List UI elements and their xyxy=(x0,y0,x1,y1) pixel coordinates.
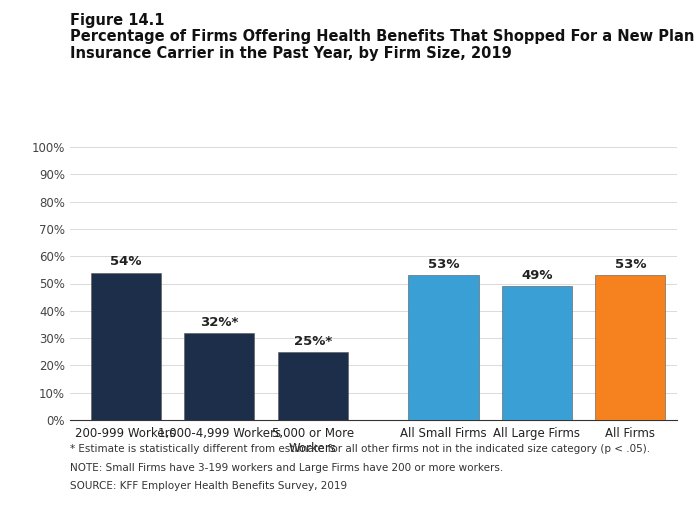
Bar xyxy=(408,275,479,420)
Bar xyxy=(278,352,348,420)
Text: 25%*: 25%* xyxy=(294,334,332,348)
Text: 49%: 49% xyxy=(521,269,553,282)
Text: 53%: 53% xyxy=(428,258,459,271)
Text: * Estimate is statistically different from estimate for all other firms not in t: * Estimate is statistically different fr… xyxy=(70,444,650,454)
Text: Figure 14.1: Figure 14.1 xyxy=(70,13,164,28)
Text: Percentage of Firms Offering Health Benefits That Shopped For a New Plan or Heal: Percentage of Firms Offering Health Bene… xyxy=(70,29,698,44)
Text: SOURCE: KFF Employer Health Benefits Survey, 2019: SOURCE: KFF Employer Health Benefits Sur… xyxy=(70,481,347,491)
Text: 53%: 53% xyxy=(615,258,646,271)
Text: NOTE: Small Firms have 3-199 workers and Large Firms have 200 or more workers.: NOTE: Small Firms have 3-199 workers and… xyxy=(70,463,503,473)
Bar xyxy=(502,286,572,420)
Bar xyxy=(184,333,254,420)
Text: 54%: 54% xyxy=(110,256,142,268)
Bar xyxy=(595,275,665,420)
Text: 32%*: 32%* xyxy=(200,316,239,329)
Text: Insurance Carrier in the Past Year, by Firm Size, 2019: Insurance Carrier in the Past Year, by F… xyxy=(70,46,512,61)
Bar xyxy=(91,272,161,420)
